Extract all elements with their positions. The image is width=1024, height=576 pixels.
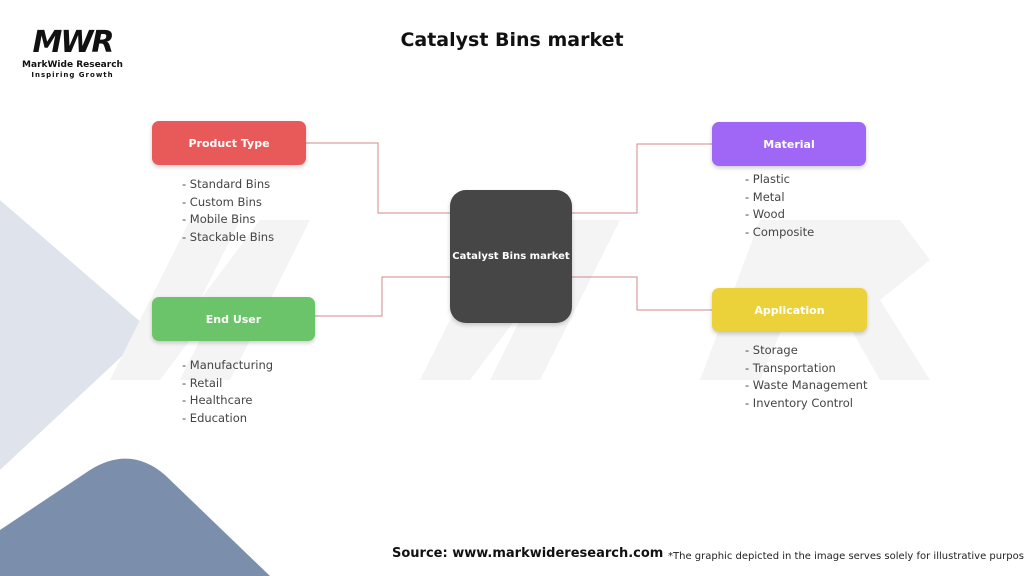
list-item: - Wood [745,207,785,222]
node-material: Material [712,122,866,166]
list-item: - Education [182,410,248,425]
list-item: - Standard Bins [182,177,271,191]
list-item: - Waste Management [745,378,868,393]
background-shape-dark [0,458,270,576]
logo-mark: MWR [32,25,114,60]
list-application: - Storage - Transportation - Waste Manag… [745,342,867,412]
list-product-type: - Standard Bins - Custom Bins - Mobile B… [182,176,274,246]
list-item: - Custom Bins [182,194,262,209]
list-item: - Mobile Bins [182,212,256,227]
list-item: - Stackable Bins [182,229,275,244]
connector-application [563,276,712,311]
list-material: - Plastic - Metal - Wood - Composite [745,171,814,241]
center-node: Catalyst Bins market [450,190,572,323]
list-item: - Transportation [745,360,836,375]
list-item: - Metal [745,189,785,204]
node-end-user: End User [152,297,315,341]
connectors [306,142,712,317]
list-item: - Manufacturing [182,358,274,372]
node-product-type: Product Type [152,121,306,165]
background-shape-light [0,200,150,470]
logo-tagline: Inspiring Growth [31,71,114,79]
list-item: - Plastic [745,172,791,186]
page-title: Catalyst Bins market [400,29,624,51]
list-end-user: - Manufacturing - Retail - Healthcare - … [182,357,273,427]
list-item: - Healthcare [182,393,253,408]
connector-product-type [306,142,450,214]
logo: MWR MarkWide Research Inspiring Growth [20,26,125,80]
connector-material [563,143,712,214]
logo-name: MarkWide Research [22,60,123,70]
disclaimer-note: *The graphic depicted in the image serve… [668,551,1024,562]
list-item: - Inventory Control [745,395,853,410]
list-item: - Storage [745,343,798,357]
list-item: - Composite [745,224,815,239]
list-item: - Retail [182,375,223,390]
connector-end-user [315,276,450,317]
source-text: Source: www.markwideresearch.com [392,546,664,561]
node-application: Application [712,288,867,332]
